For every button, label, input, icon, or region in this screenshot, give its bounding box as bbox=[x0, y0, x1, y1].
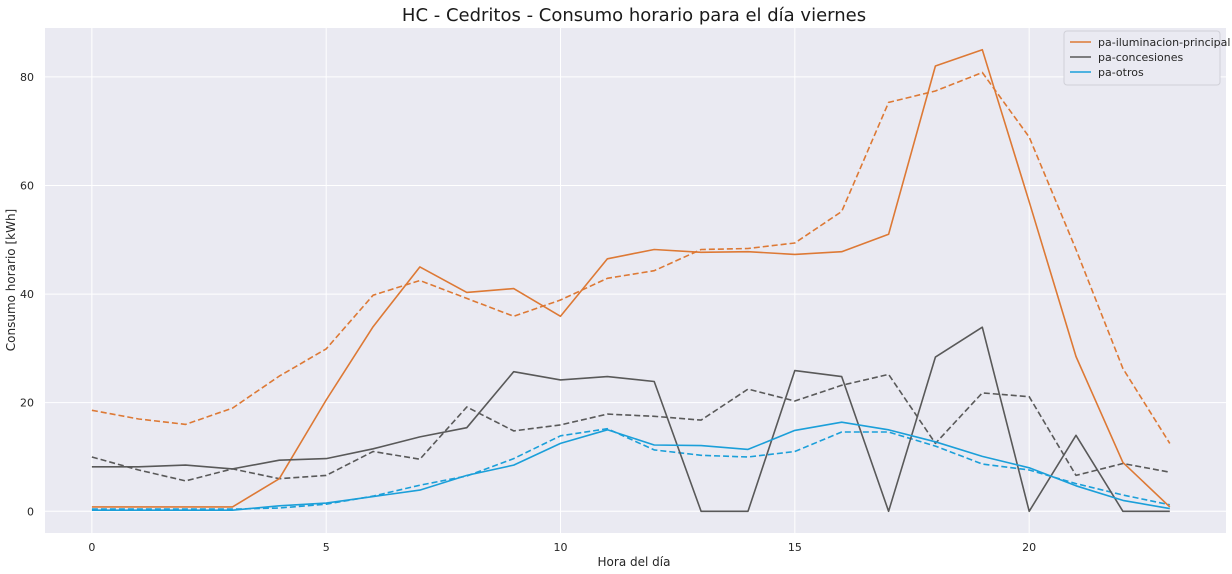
legend-label: pa-iluminacion-principal bbox=[1098, 36, 1230, 49]
chart-title: HC - Cedritos - Consumo horario para el … bbox=[402, 5, 866, 26]
legend-label: pa-concesiones bbox=[1098, 51, 1184, 64]
series-line-0 bbox=[91, 48, 1171, 508]
x-tick-label: 0 bbox=[88, 541, 95, 554]
x-axis-label: Hora del día bbox=[598, 555, 671, 569]
series-line-1 bbox=[91, 326, 1170, 513]
y-tick-labels: 0 20 40 60 80 bbox=[20, 71, 34, 518]
x-tick-label: 5 bbox=[323, 541, 330, 554]
x-tick-label: 10 bbox=[554, 541, 568, 554]
x-tick-label: 20 bbox=[1022, 541, 1036, 554]
y-tick-label: 0 bbox=[27, 505, 34, 518]
series-line-dashed-5 bbox=[91, 427, 1170, 510]
legend: pa-iluminacion-principal pa-concesiones pa… bbox=[1063, 30, 1230, 86]
series-line-2 bbox=[91, 421, 1170, 512]
y-axis-label: Consumo horario [kWh] bbox=[4, 209, 18, 351]
legend-label: pa-otros bbox=[1098, 66, 1144, 79]
x-tick-labels: 0 5 10 15 20 bbox=[88, 541, 1036, 554]
plot-background bbox=[45, 28, 1226, 533]
series-line-dashed-3 bbox=[91, 71, 1171, 444]
y-tick-label: 80 bbox=[20, 71, 34, 84]
legend-box bbox=[1063, 30, 1221, 86]
y-tick-label: 60 bbox=[20, 179, 34, 192]
y-tick-label: 40 bbox=[20, 288, 34, 301]
x-tick-label: 15 bbox=[788, 541, 802, 554]
series-lines bbox=[91, 48, 1171, 513]
y-tick-label: 20 bbox=[20, 397, 34, 410]
series-line-dashed-4 bbox=[91, 373, 1170, 482]
